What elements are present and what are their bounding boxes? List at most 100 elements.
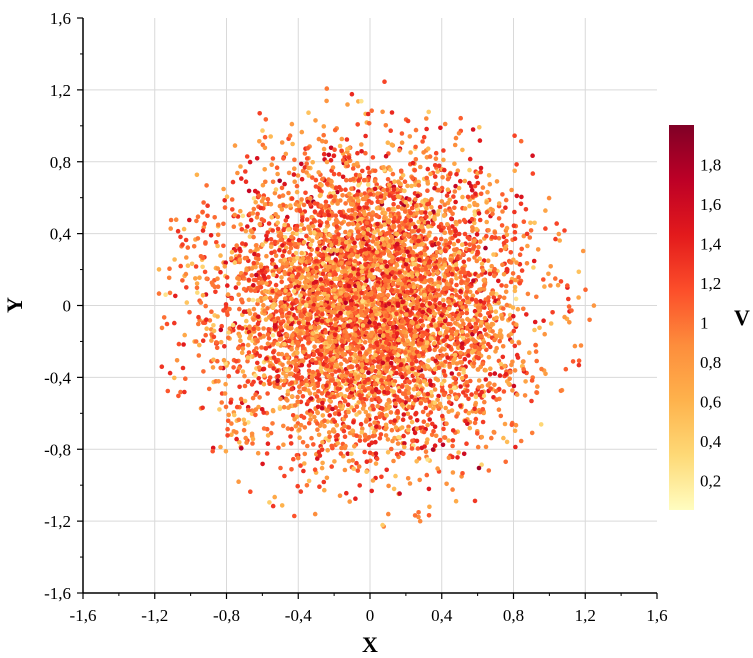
scatter-point bbox=[262, 270, 268, 275]
scatter-point bbox=[331, 171, 337, 177]
scatter-point bbox=[472, 212, 478, 218]
scatter-point bbox=[320, 460, 325, 466]
scatter-point bbox=[246, 297, 252, 303]
scatter-point bbox=[427, 154, 433, 159]
scatter-point bbox=[294, 231, 299, 237]
scatter-point bbox=[282, 296, 288, 301]
scatter-point bbox=[457, 219, 462, 224]
scatter-point bbox=[499, 283, 504, 288]
scatter-point bbox=[257, 353, 263, 359]
scatter-point bbox=[329, 464, 335, 469]
scatter-point bbox=[264, 237, 270, 242]
scatter-point bbox=[279, 503, 285, 508]
scatter-point bbox=[391, 281, 396, 287]
scatter-point bbox=[382, 79, 387, 84]
scatter-point bbox=[283, 288, 288, 294]
scatter-point bbox=[403, 334, 409, 339]
scatter-point bbox=[521, 233, 527, 239]
scatter-point bbox=[340, 264, 346, 270]
scatter-point bbox=[437, 246, 442, 251]
scatter-point bbox=[377, 436, 383, 441]
scatter-point bbox=[271, 350, 276, 355]
scatter-point bbox=[334, 423, 340, 428]
scatter-point bbox=[249, 431, 255, 437]
scatter-point bbox=[452, 205, 457, 211]
scatter-point bbox=[292, 513, 297, 519]
scatter-point bbox=[195, 290, 200, 295]
scatter-point bbox=[494, 397, 499, 402]
scatter-point bbox=[484, 209, 490, 215]
scatter-point bbox=[383, 433, 389, 438]
scatter-point bbox=[379, 199, 385, 204]
scatter-point bbox=[383, 153, 389, 159]
scatter-point bbox=[283, 373, 289, 379]
scatter-point bbox=[323, 199, 329, 205]
scatter-point bbox=[456, 450, 461, 455]
scatter-point bbox=[329, 443, 335, 449]
scatter-point bbox=[436, 163, 442, 169]
scatter-point bbox=[496, 386, 502, 392]
scatter-point bbox=[413, 127, 419, 133]
scatter-point bbox=[402, 441, 407, 446]
scatter-point bbox=[324, 98, 329, 104]
scatter-point bbox=[259, 345, 264, 350]
scatter-point bbox=[366, 121, 372, 126]
scatter-point bbox=[546, 195, 552, 201]
scatter-point bbox=[322, 423, 327, 429]
scatter-point bbox=[245, 224, 250, 229]
scatter-point bbox=[382, 389, 387, 395]
scatter-point bbox=[391, 382, 397, 388]
scatter-point bbox=[469, 187, 475, 193]
scatter-point bbox=[313, 279, 319, 285]
scatter-point bbox=[427, 504, 432, 510]
scatter-point bbox=[183, 237, 189, 243]
scatter-point bbox=[437, 437, 443, 443]
scatter-point bbox=[557, 238, 562, 243]
scatter-point bbox=[405, 411, 411, 417]
scatter-point bbox=[433, 433, 439, 439]
scatter-point bbox=[432, 347, 438, 353]
scatter-point bbox=[341, 428, 347, 434]
scatter-point bbox=[325, 448, 331, 453]
scatter-point bbox=[386, 244, 392, 249]
scatter-point bbox=[357, 483, 363, 488]
scatter-point bbox=[392, 341, 397, 347]
scatter-point bbox=[178, 234, 183, 240]
scatter-point bbox=[396, 397, 401, 403]
scatter-point bbox=[441, 426, 446, 432]
scatter-point bbox=[463, 374, 469, 379]
scatter-point bbox=[466, 348, 471, 354]
scatter-point bbox=[311, 302, 316, 308]
scatter-point bbox=[245, 342, 251, 348]
scatter-point bbox=[167, 370, 173, 376]
scatter-point bbox=[512, 284, 518, 290]
scatter-point bbox=[416, 179, 422, 185]
scatter-point bbox=[180, 365, 186, 371]
scatter-point bbox=[265, 230, 271, 235]
scatter-point bbox=[497, 294, 503, 300]
scatter-point bbox=[311, 217, 317, 223]
scatter-point bbox=[446, 455, 452, 461]
scatter-point bbox=[421, 379, 427, 384]
scatter-point bbox=[472, 238, 477, 244]
scatter-point bbox=[503, 205, 508, 210]
scatter-point bbox=[525, 243, 530, 249]
scatter-point bbox=[348, 351, 354, 357]
scatter-point bbox=[265, 391, 270, 396]
scatter-point bbox=[288, 434, 293, 439]
scatter-point bbox=[425, 166, 431, 172]
scatter-point bbox=[432, 443, 438, 449]
scatter-point bbox=[214, 345, 220, 351]
scatter-point bbox=[543, 226, 548, 231]
scatter-point bbox=[480, 407, 486, 412]
scatter-point bbox=[405, 266, 411, 271]
scatter-point bbox=[486, 341, 491, 347]
scatter-point bbox=[280, 313, 285, 319]
scatter-point bbox=[315, 427, 320, 433]
scatter-point bbox=[378, 258, 384, 263]
scatter-point bbox=[361, 285, 366, 291]
scatter-point bbox=[273, 309, 279, 314]
scatter-point bbox=[486, 173, 492, 178]
scatter-point bbox=[464, 380, 470, 385]
